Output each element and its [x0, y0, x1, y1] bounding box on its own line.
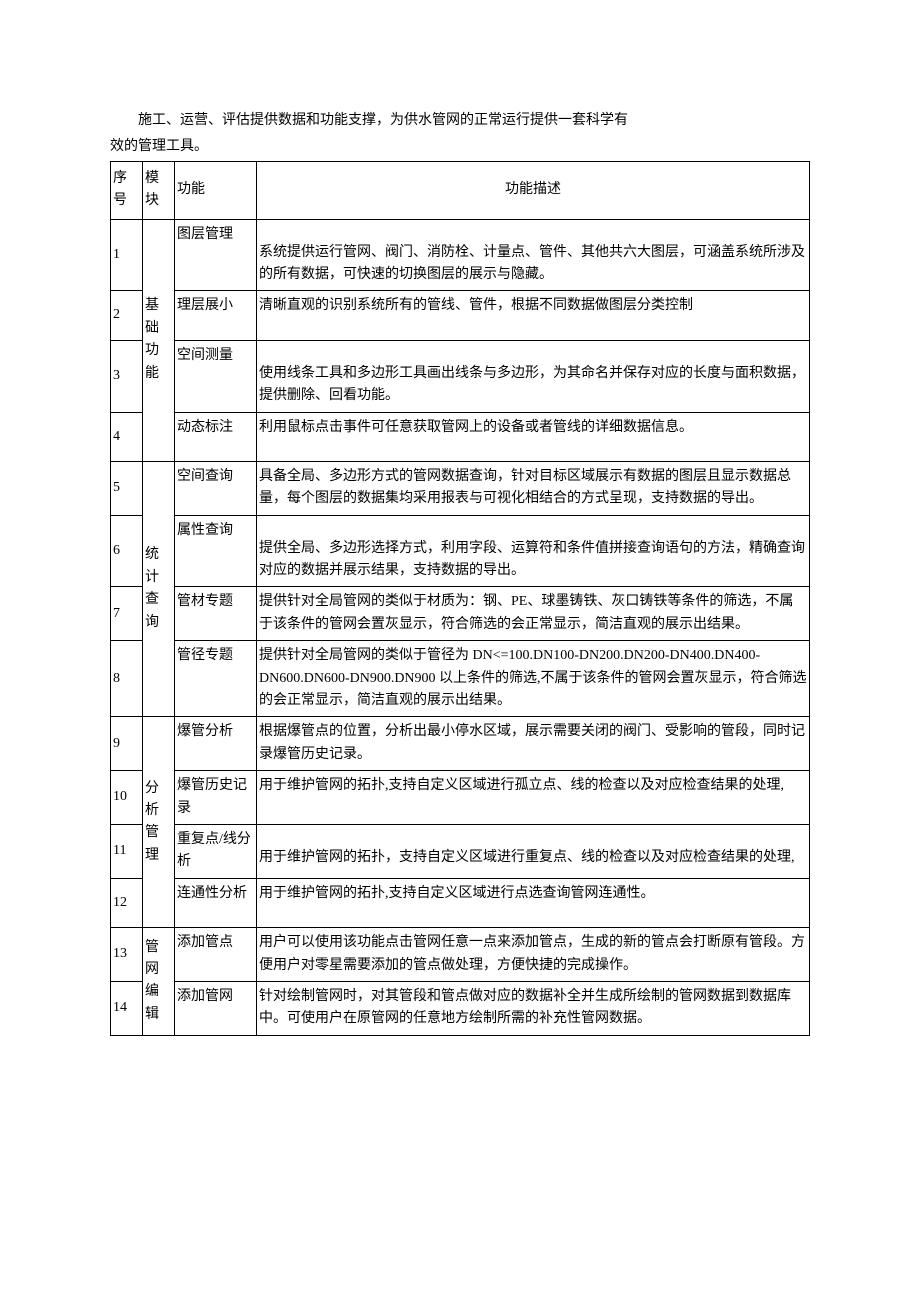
table-row: 5 统计查询 空间查询 具备全局、多边形方式的管网数据查询，针对目标区域展示有数…	[111, 461, 810, 515]
cell-no: 6	[111, 515, 143, 587]
cell-desc: 具备全局、多边形方式的管网数据查询，针对目标区域展示有数据的图层且显示数据总量，…	[257, 461, 810, 515]
desc-text: 使用线条工具和多边形工具画出线条与多边形，为其命名并保存对应的长度与面积数据，提…	[259, 366, 805, 403]
cell-func: 爆管历史记录	[175, 771, 257, 825]
desc-text: 系统提供运行管网、阀门、消防栓、计量点、管件、其他共六大图层，可涵盖系统所涉及的…	[259, 245, 805, 282]
cell-func: 图层管理	[175, 219, 257, 291]
cell-func: 动态标注	[175, 412, 257, 461]
cell-no: 13	[111, 928, 143, 982]
table-row: 6 属性查询 提供全局、多边形选择方式，利用字段、运算符和条件值拼接查询语句的方…	[111, 515, 810, 587]
table-row: 4 动态标注 利用鼠标点击事件可任意获取管网上的设备或者管线的详细数据信息。	[111, 412, 810, 461]
table-row: 1 基础功能 图层管理 系统提供运行管网、阀门、消防栓、计量点、管件、其他共六大…	[111, 219, 810, 291]
cell-no: 3	[111, 340, 143, 412]
header-description: 功能描述	[257, 161, 810, 219]
cell-func: 管材专题	[175, 587, 257, 641]
cell-no: 9	[111, 717, 143, 771]
cell-func: 添加管点	[175, 928, 257, 982]
cell-func: 空间测量	[175, 340, 257, 412]
cell-no: 11	[111, 824, 143, 878]
intro-line2: 效的管理工具。	[110, 136, 810, 158]
cell-no: 5	[111, 461, 143, 515]
cell-no: 8	[111, 641, 143, 717]
function-table: 序号 模块 功能 功能描述 1 基础功能 图层管理 系统提供运行管网、阀门、消防…	[110, 161, 810, 1036]
cell-desc: 根据爆管点的位置，分析出最小停水区域，展示需要关闭的阀门、受影响的管段，同时记录…	[257, 717, 810, 771]
header-no: 序号	[111, 161, 143, 219]
cell-func: 连通性分析	[175, 878, 257, 927]
cell-desc: 用户可以使用该功能点击管网任意一点来添加管点，生成的新的管点会打断原有管段。方便…	[257, 928, 810, 982]
cell-func: 理层展小	[175, 291, 257, 340]
cell-desc: 用于维护管网的拓扑,支持自定义区域进行点选查询管网连通性。	[257, 878, 810, 927]
header-module: 模块	[143, 161, 175, 219]
table-row: 13 管网编辑 添加管点 用户可以使用该功能点击管网任意一点来添加管点，生成的新…	[111, 928, 810, 982]
cell-func: 重复点/线分析	[175, 824, 257, 878]
cell-func: 爆管分析	[175, 717, 257, 771]
cell-no: 4	[111, 412, 143, 461]
table-row: 10 爆管历史记录 用于维护管网的拓扑,支持自定义区域进行孤立点、线的检查以及对…	[111, 771, 810, 825]
desc-text: 提供全局、多边形选择方式，利用字段、运算符和条件值拼接查询语句的方法，精确查询对…	[259, 541, 805, 578]
cell-desc: 清晰直观的识别系统所有的管线、管件，根据不同数据做图层分类控制	[257, 291, 810, 340]
cell-func: 添加管网	[175, 981, 257, 1035]
cell-desc: 提供针对全局管网的类似于管径为 DN<=100.DN100-DN200.DN20…	[257, 641, 810, 717]
cell-desc: 使用线条工具和多边形工具画出线条与多边形，为其命名并保存对应的长度与面积数据，提…	[257, 340, 810, 412]
cell-desc: 提供全局、多边形选择方式，利用字段、运算符和条件值拼接查询语句的方法，精确查询对…	[257, 515, 810, 587]
intro-line1: 施工、运营、评估提供数据和功能支撑，为供水管网的正常运行提供一套科学有	[110, 110, 810, 132]
cell-no: 12	[111, 878, 143, 927]
cell-no: 1	[111, 219, 143, 291]
cell-no: 14	[111, 981, 143, 1035]
header-function: 功能	[175, 161, 257, 219]
desc-text: 利用鼠标点击事件可任意获取管网上的设备或者管线的详细数据信息。	[259, 420, 693, 435]
cell-desc: 针对绘制管网时，对其管段和管点做对应的数据补全并生成所绘制的管网数据到数据库中。…	[257, 981, 810, 1035]
table-row: 11 重复点/线分析 用于维护管网的拓扑，支持自定义区域进行重复点、线的检查以及…	[111, 824, 810, 878]
cell-desc: 提供针对全局管网的类似于材质为：钢、PE、球墨铸铁、灰口铸铁等条件的筛选，不属于…	[257, 587, 810, 641]
cell-func: 属性查询	[175, 515, 257, 587]
cell-module-basic: 基础功能	[143, 219, 175, 461]
cell-desc: 系统提供运行管网、阀门、消防栓、计量点、管件、其他共六大图层，可涵盖系统所涉及的…	[257, 219, 810, 291]
desc-text: 用于维护管网的拓扑，支持自定义区域进行重复点、线的检查以及对应检查结果的处理,	[259, 850, 795, 865]
cell-desc: 用于维护管网的拓扑,支持自定义区域进行孤立点、线的检查以及对应检查结果的处理,	[257, 771, 810, 825]
desc-text: 用于维护管网的拓扑,支持自定义区域进行点选查询管网连通性。	[259, 886, 655, 901]
cell-no: 7	[111, 587, 143, 641]
cell-no: 2	[111, 291, 143, 340]
cell-module-netedit: 管网编辑	[143, 928, 175, 1036]
cell-func: 管径专题	[175, 641, 257, 717]
table-row: 12 连通性分析 用于维护管网的拓扑,支持自定义区域进行点选查询管网连通性。	[111, 878, 810, 927]
cell-desc: 利用鼠标点击事件可任意获取管网上的设备或者管线的详细数据信息。	[257, 412, 810, 461]
cell-no: 10	[111, 771, 143, 825]
cell-module-stats: 统计查询	[143, 461, 175, 717]
table-row: 7 管材专题 提供针对全局管网的类似于材质为：钢、PE、球墨铸铁、灰口铸铁等条件…	[111, 587, 810, 641]
cell-desc: 用于维护管网的拓扑，支持自定义区域进行重复点、线的检查以及对应检查结果的处理,	[257, 824, 810, 878]
cell-module-analysis: 分析管理	[143, 717, 175, 928]
table-row: 9 分析管理 爆管分析 根据爆管点的位置，分析出最小停水区域，展示需要关闭的阀门…	[111, 717, 810, 771]
cell-func: 空间查询	[175, 461, 257, 515]
table-header-row: 序号 模块 功能 功能描述	[111, 161, 810, 219]
table-row: 14 添加管网 针对绘制管网时，对其管段和管点做对应的数据补全并生成所绘制的管网…	[111, 981, 810, 1035]
desc-text: 清晰直观的识别系统所有的管线、管件，根据不同数据做图层分类控制	[259, 298, 693, 313]
table-row: 8 管径专题 提供针对全局管网的类似于管径为 DN<=100.DN100-DN2…	[111, 641, 810, 717]
table-row: 3 空间测量 使用线条工具和多边形工具画出线条与多边形，为其命名并保存对应的长度…	[111, 340, 810, 412]
table-row: 2 理层展小 清晰直观的识别系统所有的管线、管件，根据不同数据做图层分类控制	[111, 291, 810, 340]
